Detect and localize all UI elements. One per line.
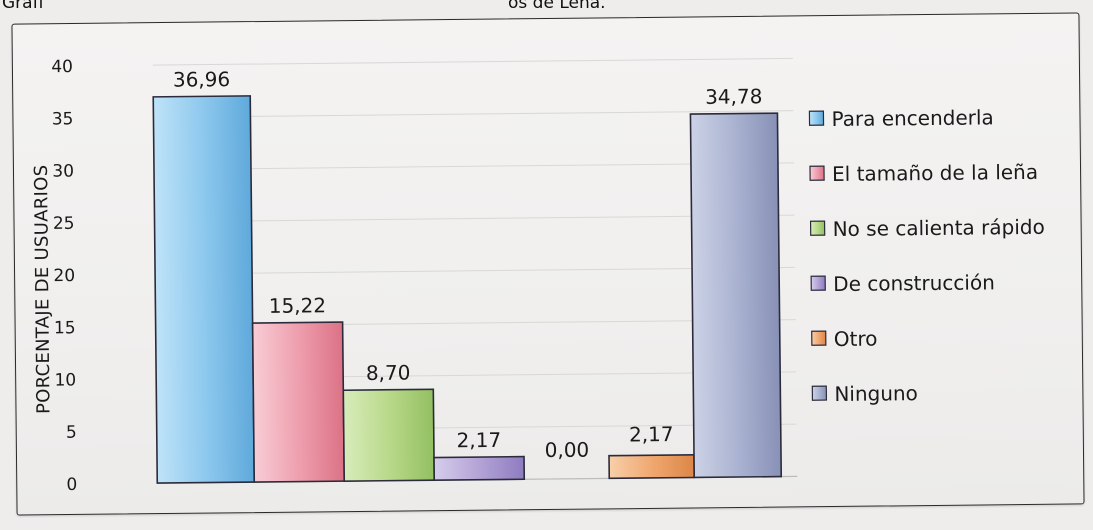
legend-label: Ninguno bbox=[834, 381, 918, 406]
legend-item: No se calienta rápido bbox=[809, 215, 1045, 241]
legend-item: De construcción bbox=[810, 270, 995, 296]
caption-left: Grafi bbox=[2, 0, 44, 13]
legend-swatch bbox=[808, 110, 825, 126]
y-axis-label: PORCENTAJE DE USUARIOS bbox=[31, 164, 55, 414]
y-tick-label: 35 bbox=[52, 109, 74, 129]
bar-ninguno bbox=[689, 112, 783, 479]
y-axis-ticks: 0 5 10 15 20 25 30 35 40 bbox=[51, 57, 77, 495]
gridline bbox=[154, 214, 795, 223]
bar-otro-2 bbox=[608, 453, 696, 480]
bar-de-construcci-n bbox=[433, 455, 526, 482]
data-label: 15,22 bbox=[269, 293, 327, 318]
legend-label: Otro bbox=[834, 327, 878, 351]
y-tick-label: 20 bbox=[53, 266, 75, 286]
data-label: 36,96 bbox=[173, 67, 231, 92]
y-tick-label: 15 bbox=[54, 318, 76, 338]
legend-label: El tamaño de la leña bbox=[832, 160, 1038, 186]
data-label: 34,78 bbox=[705, 84, 763, 109]
y-tick-label: 10 bbox=[54, 370, 76, 390]
data-label: 8,70 bbox=[366, 361, 411, 385]
bars bbox=[152, 95, 783, 484]
y-tick-label: 40 bbox=[51, 57, 73, 77]
bar-no-se-calienta-r-pido bbox=[342, 388, 436, 482]
gridline bbox=[153, 162, 794, 171]
y-tick-label: 5 bbox=[66, 423, 77, 443]
legend-swatch bbox=[811, 385, 828, 401]
data-label: 2,17 bbox=[629, 422, 674, 446]
legend-swatch bbox=[811, 330, 827, 346]
y-tick-label: 30 bbox=[52, 161, 74, 181]
legend-label: De construcción bbox=[833, 270, 995, 296]
data-labels: 36,96 15,22 8,70 2,17 0,00 2,17 34,78 bbox=[173, 67, 763, 462]
legend-label: Para encenderla bbox=[831, 105, 993, 131]
y-tick-label: 25 bbox=[53, 214, 75, 234]
gridline bbox=[152, 57, 793, 66]
legend-label: No se calienta rápido bbox=[833, 215, 1045, 241]
legend-swatch bbox=[809, 165, 825, 181]
legend-item: Para encenderla bbox=[808, 105, 994, 131]
legend: Para encenderla El tamaño de la leña No se… bbox=[808, 105, 1045, 406]
chart-frame: 0 5 10 15 20 25 30 35 40 PORCENTAJE DE USUARIOS … bbox=[11, 12, 1085, 516]
legend-swatch bbox=[809, 220, 826, 236]
legend-item: Ninguno bbox=[811, 381, 918, 406]
data-label: 2,17 bbox=[456, 428, 501, 452]
gridline bbox=[153, 110, 794, 118]
legend-item: El tamaño de la leña bbox=[809, 160, 1038, 186]
y-tick-label: 0 bbox=[66, 475, 77, 495]
legend-item: Otro bbox=[811, 327, 878, 351]
legend-swatch bbox=[810, 275, 826, 291]
gridline bbox=[155, 266, 796, 275]
bar-el-tama-o-de-la-le-a bbox=[251, 321, 346, 483]
caption-right: os de Leña. bbox=[508, 0, 606, 13]
data-label: 0,00 bbox=[545, 438, 590, 462]
bar-para-encenderla bbox=[152, 95, 256, 484]
